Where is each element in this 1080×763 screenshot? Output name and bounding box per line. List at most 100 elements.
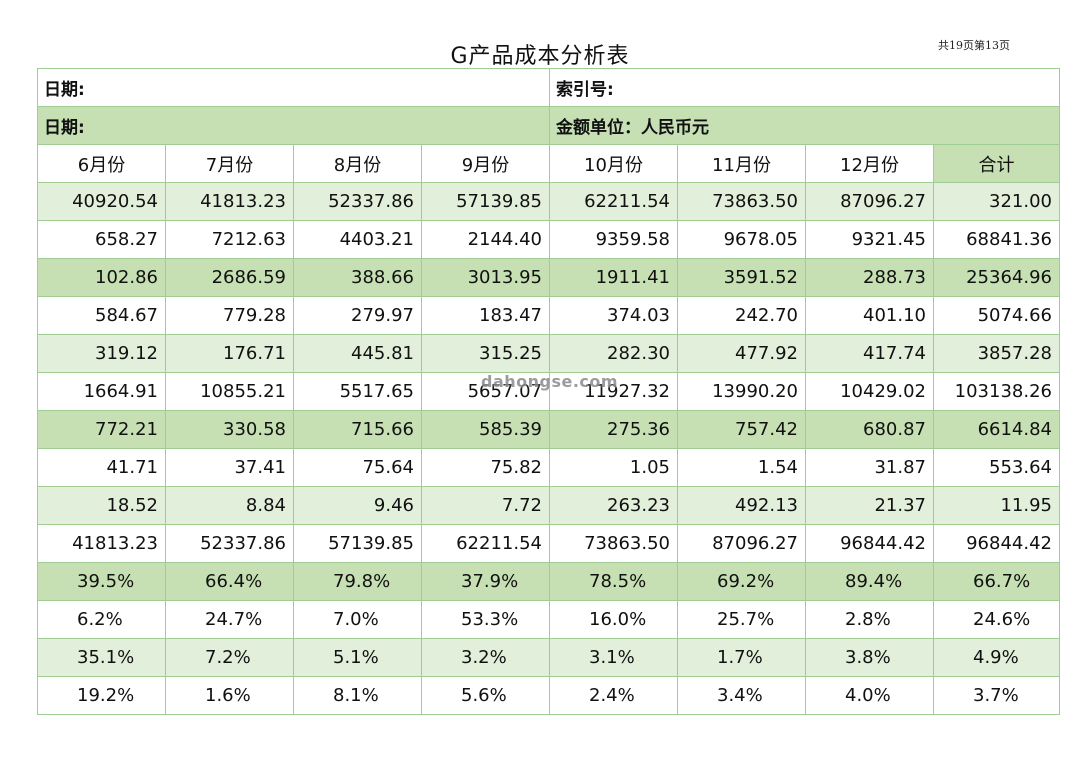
table-cell: 96844.42 (805, 524, 934, 563)
table-cell: 4.9% (933, 638, 1060, 677)
table-cell: 1.6% (165, 676, 294, 715)
currency-unit-label: 金额单位：人民币元 (549, 106, 1060, 145)
table-cell: 8.84 (165, 486, 294, 525)
table-cell: 1664.91 (37, 372, 166, 411)
table-cell: 553.64 (933, 448, 1060, 487)
table-cell: 52337.86 (293, 182, 422, 221)
column-header: 8月份 (293, 144, 422, 183)
table-cell: 102.86 (37, 258, 166, 297)
column-header: 12月份 (805, 144, 934, 183)
table-cell: 1911.41 (549, 258, 678, 297)
table-cell: 779.28 (165, 296, 294, 335)
table-cell: 35.1% (37, 638, 166, 677)
table-cell: 37.9% (421, 562, 550, 601)
column-header: 10月份 (549, 144, 678, 183)
table-cell: 6.2% (37, 600, 166, 639)
cost-analysis-table: 日期: 索引号: 日期: 金额单位：人民币元 6月份 7月份 8月份 9月份 10月份 1… (37, 68, 1060, 715)
table-cell: 6614.84 (933, 410, 1060, 449)
table-row: 1664.91 10855.21 5517.65 5657.07 11927.32 139… (37, 372, 1060, 411)
table-cell: 24.6% (933, 600, 1060, 639)
header-row: 6月份 7月份 8月份 9月份 10月份 11月份 12月份 合计 (37, 144, 1060, 183)
table-cell: 658.27 (37, 220, 166, 259)
table-cell: 13990.20 (677, 372, 806, 411)
table-cell: 282.30 (549, 334, 678, 373)
table-cell: 584.67 (37, 296, 166, 335)
table-cell: 2686.59 (165, 258, 294, 297)
table-cell: 3.1% (549, 638, 678, 677)
table-cell: 25.7% (677, 600, 806, 639)
table-cell: 41813.23 (37, 524, 166, 563)
table-cell: 66.7% (933, 562, 1060, 601)
table-cell: 69.2% (677, 562, 806, 601)
table-cell: 263.23 (549, 486, 678, 525)
table-cell: 3013.95 (421, 258, 550, 297)
table-cell: 388.66 (293, 258, 422, 297)
table-cell: 3.4% (677, 676, 806, 715)
table-cell: 103138.26 (933, 372, 1060, 411)
table-cell: 7.0% (293, 600, 422, 639)
table-cell: 772.21 (37, 410, 166, 449)
index-number-label: 索引号: (549, 68, 1060, 107)
table-cell: 73863.50 (677, 182, 806, 221)
table-cell: 275.36 (549, 410, 678, 449)
column-header: 9月份 (421, 144, 550, 183)
table-cell: 1.7% (677, 638, 806, 677)
table-cell: 279.97 (293, 296, 422, 335)
table-cell: 57139.85 (293, 524, 422, 563)
table-cell: 19.2% (37, 676, 166, 715)
table-cell: 25364.96 (933, 258, 1060, 297)
table-cell: 78.5% (549, 562, 678, 601)
table-cell: 374.03 (549, 296, 678, 335)
table-row: 658.27 7212.63 4403.21 2144.40 9359.58 9678.0… (37, 220, 1060, 259)
table-row: 584.67 779.28 279.97 183.47 374.03 242.70 401.… (37, 296, 1060, 335)
table-cell: 53.3% (421, 600, 550, 639)
table-cell: 40920.54 (37, 182, 166, 221)
table-cell: 330.58 (165, 410, 294, 449)
table-cell: 39.5% (37, 562, 166, 601)
table-cell: 3591.52 (677, 258, 806, 297)
table-row: 41.71 37.41 75.64 75.82 1.05 1.54 31.87 553.64 (37, 448, 1060, 487)
table-cell: 715.66 (293, 410, 422, 449)
table-cell: 5657.07 (421, 372, 550, 411)
table-cell: 62211.54 (421, 524, 550, 563)
table-cell: 176.71 (165, 334, 294, 373)
table-row: 772.21 330.58 715.66 585.39 275.36 757.42 680.… (37, 410, 1060, 449)
table-cell: 96844.42 (933, 524, 1060, 563)
table-cell: 417.74 (805, 334, 934, 373)
table-cell: 5.6% (421, 676, 550, 715)
date-label-2: 日期: (37, 106, 550, 145)
table-cell: 680.87 (805, 410, 934, 449)
table-cell: 10855.21 (165, 372, 294, 411)
table-cell: 57139.85 (421, 182, 550, 221)
table-cell: 89.4% (805, 562, 934, 601)
page-number: 共19页第13页 (938, 39, 1010, 52)
table-cell: 87096.27 (677, 524, 806, 563)
table-cell: 5074.66 (933, 296, 1060, 335)
table-cell: 183.47 (421, 296, 550, 335)
table-cell: 66.4% (165, 562, 294, 601)
table-cell: 321.00 (933, 182, 1060, 221)
page-title: G产品成本分析表 (450, 44, 630, 69)
table-cell: 10429.02 (805, 372, 934, 411)
table-row: 35.1% 7.2% 5.1% 3.2% 3.1% 1.7% 3.8% 4.9% (37, 638, 1060, 677)
table-cell: 21.37 (805, 486, 934, 525)
table-cell: 31.87 (805, 448, 934, 487)
table-cell: 2.4% (549, 676, 678, 715)
table-cell: 9678.05 (677, 220, 806, 259)
table-cell: 3857.28 (933, 334, 1060, 373)
table-cell: 68841.36 (933, 220, 1060, 259)
table-row: 102.86 2686.59 388.66 3013.95 1911.41 3591.52… (37, 258, 1060, 297)
column-header: 7月份 (165, 144, 294, 183)
table-cell: 492.13 (677, 486, 806, 525)
table-cell: 73863.50 (549, 524, 678, 563)
table-cell: 75.82 (421, 448, 550, 487)
table-cell: 401.10 (805, 296, 934, 335)
table-row: 41813.23 52337.86 57139.85 62211.54 73863.50… (37, 524, 1060, 563)
column-header: 6月份 (37, 144, 166, 183)
table-cell: 52337.86 (165, 524, 294, 563)
table-cell: 9.46 (293, 486, 422, 525)
table-cell: 5517.65 (293, 372, 422, 411)
table-cell: 585.39 (421, 410, 550, 449)
table-cell: 79.8% (293, 562, 422, 601)
date-label: 日期: (37, 68, 550, 107)
